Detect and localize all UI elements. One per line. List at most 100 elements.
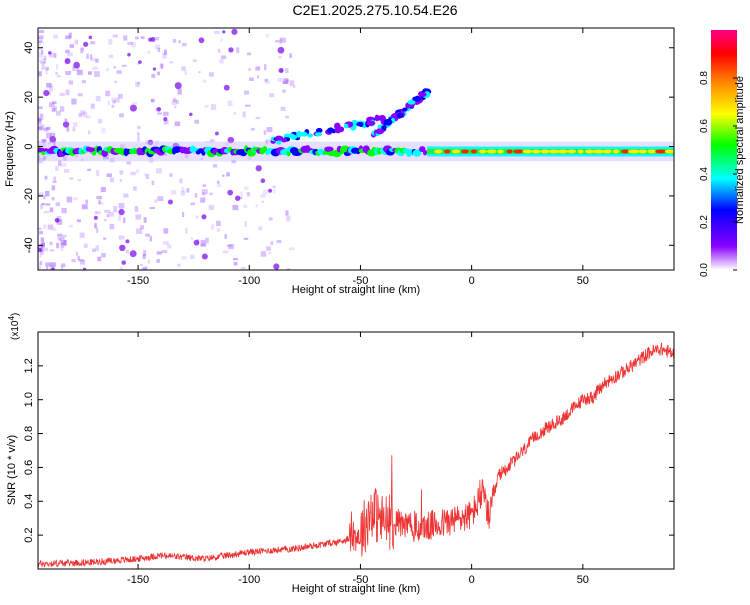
heatmap-noise bbox=[264, 64, 267, 71]
heatmap-noise bbox=[149, 207, 156, 210]
heatmap-noise bbox=[162, 52, 167, 59]
heatmap-noise bbox=[265, 140, 268, 145]
carrier-hotspot bbox=[647, 149, 657, 154]
heatmap-noise bbox=[52, 180, 57, 183]
heatmap-noise bbox=[95, 58, 99, 63]
heatmap-noise bbox=[292, 85, 296, 88]
heatmap-noise bbox=[152, 67, 157, 71]
heatmap-noise bbox=[68, 32, 72, 38]
heatmap-noise bbox=[46, 266, 49, 270]
heatmap-noise bbox=[96, 170, 100, 176]
heatmap-noise bbox=[123, 193, 129, 198]
heatmap-noise bbox=[109, 223, 115, 230]
heatmap-noise bbox=[136, 169, 140, 173]
heatmap-noise bbox=[212, 164, 218, 168]
snr-y-axis-label: SNR (10 * v/v) bbox=[6, 435, 18, 505]
heatmap-noise bbox=[151, 73, 156, 78]
heatmap-noise bbox=[49, 136, 57, 143]
heatmap-noise bbox=[38, 227, 42, 230]
heatmap-noise bbox=[106, 173, 112, 178]
heatmap-noise bbox=[38, 158, 43, 164]
heatmap-noise bbox=[55, 110, 61, 116]
heatmap-noise bbox=[118, 202, 125, 209]
heatmap-noise bbox=[194, 119, 200, 124]
snr-y-tick-label: 1.2 bbox=[23, 358, 35, 373]
heatmap-noise bbox=[51, 185, 56, 191]
heatmap-noise bbox=[78, 113, 83, 118]
heatmap-noise bbox=[285, 79, 289, 83]
heatmap-noise bbox=[65, 35, 71, 40]
heatmap-noise bbox=[73, 197, 78, 201]
heatmap-noise bbox=[118, 235, 125, 240]
heatmap-noise bbox=[98, 199, 101, 205]
colorbar-tick-label: 0.0 bbox=[699, 263, 710, 277]
heatmap-noise bbox=[38, 245, 44, 250]
heatmap-noise bbox=[71, 98, 77, 105]
heatmap-noise bbox=[135, 214, 142, 220]
heatmap-noise bbox=[216, 183, 222, 187]
heatmap-noise bbox=[204, 105, 209, 108]
snr-series-line bbox=[38, 342, 674, 568]
heatmap-noise bbox=[282, 81, 288, 84]
heatmap-noise bbox=[62, 121, 70, 128]
heatmap-noise bbox=[263, 130, 267, 135]
heatmap-noise bbox=[60, 106, 65, 112]
heatmap-noise bbox=[108, 54, 114, 58]
colorbar-tick-label: 0.8 bbox=[699, 71, 710, 85]
heatmap-noise bbox=[72, 66, 75, 71]
heatmap-noise bbox=[256, 75, 259, 79]
heatmap-noise bbox=[80, 260, 85, 265]
carrier-hotspot bbox=[592, 149, 604, 154]
heatmap-noise bbox=[60, 242, 65, 248]
heatmap-noise bbox=[205, 140, 211, 143]
heatmap-noise bbox=[105, 90, 111, 97]
heatmap-noise bbox=[282, 89, 286, 93]
heatmap-noise bbox=[85, 115, 91, 119]
heatmap-noise bbox=[51, 197, 55, 201]
heatmap-noise bbox=[200, 197, 206, 203]
heatmap-noise bbox=[286, 268, 291, 270]
heatmap-noise bbox=[38, 48, 42, 51]
heatmap-noise bbox=[40, 203, 43, 210]
heatmap-noise bbox=[172, 38, 177, 43]
heatmap-noise bbox=[48, 85, 54, 92]
heatmap-noise bbox=[246, 191, 251, 197]
carrier-hotspot bbox=[434, 149, 443, 154]
heatmap-noise bbox=[280, 37, 287, 43]
carrier-hotspot bbox=[557, 149, 568, 154]
carrier-hotspot bbox=[621, 149, 629, 154]
heatmap-noise bbox=[90, 54, 93, 60]
heatmap-noise bbox=[39, 249, 44, 255]
heatmap-noise bbox=[38, 126, 43, 131]
heatmap-noise bbox=[258, 226, 263, 231]
heatmap-noise bbox=[82, 267, 87, 270]
heatmap-noise bbox=[79, 232, 85, 238]
carrier-hotspot bbox=[506, 149, 513, 154]
heatmap-noise bbox=[51, 267, 55, 270]
heatmap-noise bbox=[224, 234, 227, 239]
heatmap-noise bbox=[250, 127, 255, 131]
heatmap-noise bbox=[140, 225, 145, 230]
heatmap-noise bbox=[69, 177, 74, 180]
heatmap-noise bbox=[133, 186, 137, 191]
heatmap-noise bbox=[49, 207, 54, 213]
carrier-hotspot bbox=[522, 149, 532, 154]
heatmap-noise bbox=[150, 99, 156, 103]
heatmap-noise bbox=[65, 70, 72, 76]
heatmap-noise bbox=[87, 130, 91, 135]
heatmap-noise bbox=[244, 186, 249, 191]
heatmap-noise bbox=[137, 82, 141, 85]
branch-blob bbox=[396, 112, 404, 119]
heatmap-noise bbox=[123, 217, 126, 224]
heatmap-noise bbox=[114, 97, 120, 103]
heatmap-noise bbox=[228, 47, 234, 53]
carrier-hotspot bbox=[638, 149, 648, 154]
heatmap-noise bbox=[38, 71, 42, 77]
heatmap-noise bbox=[227, 100, 232, 103]
heatmap-noise bbox=[145, 233, 151, 237]
snr-plot-area bbox=[38, 342, 674, 568]
heatmap-noise bbox=[201, 253, 208, 260]
heatmap-noise bbox=[277, 46, 285, 54]
heatmap-noise bbox=[278, 67, 284, 74]
heatmap-noise bbox=[113, 66, 117, 69]
